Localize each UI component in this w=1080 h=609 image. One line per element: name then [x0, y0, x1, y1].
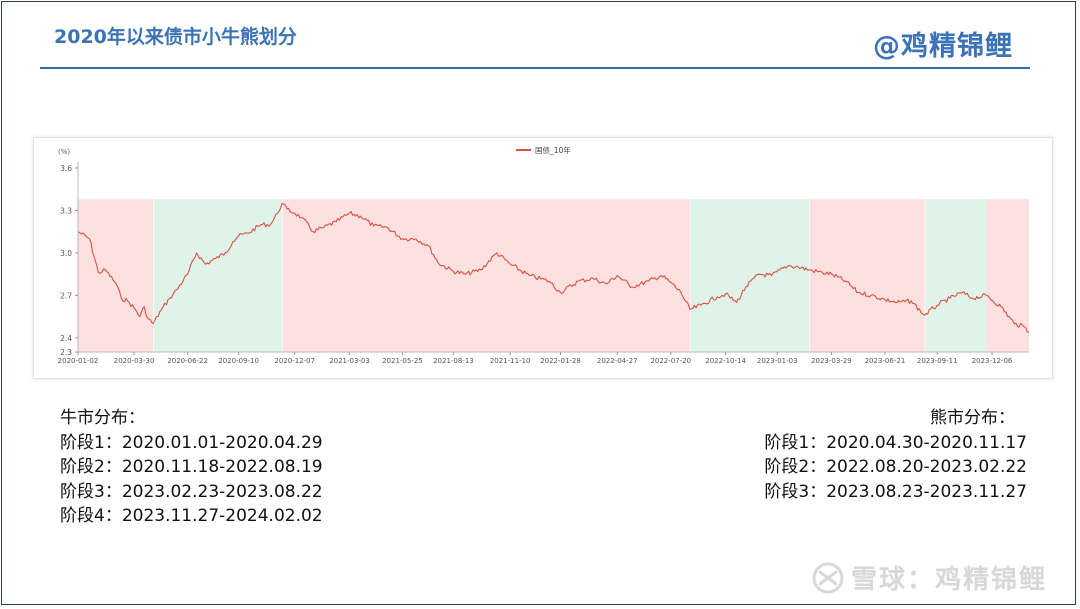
- x-tick-label: 2020-01-02: [58, 357, 99, 365]
- bear-item: 阶段3：2023.08.23-2023.11.27: [764, 481, 1027, 502]
- bull-item: 阶段3：2023.02.23-2023.08.22: [60, 481, 323, 502]
- bull-item: 阶段2：2020.11.18-2022.08.19: [60, 457, 323, 477]
- bull-band: [809, 199, 925, 352]
- bear-band: [690, 199, 810, 352]
- y-tick-label: 2.7: [60, 291, 72, 300]
- x-tick-label: 2023-06-21: [865, 357, 906, 365]
- yield-chart: 3.6 3.3 3.0 2.7 2.4 2.3 (%) 2020-01-02 2020-03-3…: [33, 137, 1053, 379]
- x-tick-label: 2021-11-10: [490, 357, 531, 365]
- x-tick-label: 2021-05-25: [382, 357, 423, 365]
- bear-item: 阶段2：2022.08.20-2023.02.22: [764, 457, 1027, 477]
- bull-heading: 牛市分布：: [60, 408, 145, 428]
- y-tick-label: 2.3: [60, 348, 72, 357]
- y-unit-label: (%): [58, 148, 70, 156]
- bear-item: 阶段1：2020.04.30-2020.11.17: [764, 432, 1027, 453]
- xueqiu-logo-icon: [812, 562, 844, 593]
- page-title: 2020年以来债市小牛熊划分: [54, 26, 297, 48]
- x-tick-label: 2022-01-28: [540, 357, 581, 365]
- x-tick-label: 2020-06-22: [167, 357, 208, 365]
- x-tick-label: 2022-07-20: [650, 357, 691, 365]
- x-tick-label: 2021-08-13: [433, 357, 474, 365]
- bull-band: [282, 199, 690, 352]
- x-tick-label: 2023-01-03: [757, 357, 798, 365]
- x-tick-label: 2023-12-06: [972, 357, 1013, 365]
- y-tick-label: 3.0: [60, 249, 72, 258]
- watermark-text: 雪球：鸡精锦鲤: [850, 565, 1047, 595]
- y-tick-label: 3.6: [60, 164, 72, 173]
- x-tick-label: 2020-03-30: [114, 357, 155, 365]
- x-tick-label: 2021-03-03: [329, 357, 370, 365]
- x-tick-label: 2022-10-14: [705, 357, 746, 365]
- yield-chart-svg: 3.6 3.3 3.0 2.7 2.4 2.3 (%) 2020-01-02 2020-03-3…: [58, 145, 1030, 365]
- bull-item: 阶段4：2023.11.27-2024.02.02: [60, 506, 323, 526]
- brand-label: @鸡精锦鲤: [873, 31, 1013, 62]
- y-tick-label: 3.3: [60, 206, 72, 215]
- bull-band: [78, 199, 154, 352]
- y-tick-label: 2.4: [60, 334, 72, 343]
- bull-list: 牛市分布： 阶段1：2020.01.01-2020.04.29 阶段2：2020…: [60, 406, 323, 529]
- x-tick-label: 2022-04-27: [597, 357, 638, 365]
- legend-label: 国债_10年: [535, 145, 571, 155]
- bull-band: [986, 199, 1029, 352]
- bear-heading: 熊市分布：: [930, 408, 1015, 428]
- title-divider: [40, 67, 1030, 69]
- x-tick-label: 2023-03-29: [811, 357, 852, 365]
- x-tick-label: 2020-12-07: [274, 357, 315, 365]
- bear-band: [925, 199, 987, 352]
- yield-series-line: [77, 202, 1030, 333]
- x-tick-label: 2023-09-11: [917, 357, 958, 365]
- bear-band: [153, 199, 282, 352]
- bear-list: 熊市分布： 阶段1：2020.04.30-2020.11.17 阶段2：2022…: [764, 406, 1027, 504]
- bull-item: 阶段1：2020.01.01-2020.04.29: [60, 432, 323, 453]
- x-tick-label: 2020-09-10: [218, 357, 259, 365]
- watermark: 雪球：鸡精锦鲤: [811, 559, 1047, 596]
